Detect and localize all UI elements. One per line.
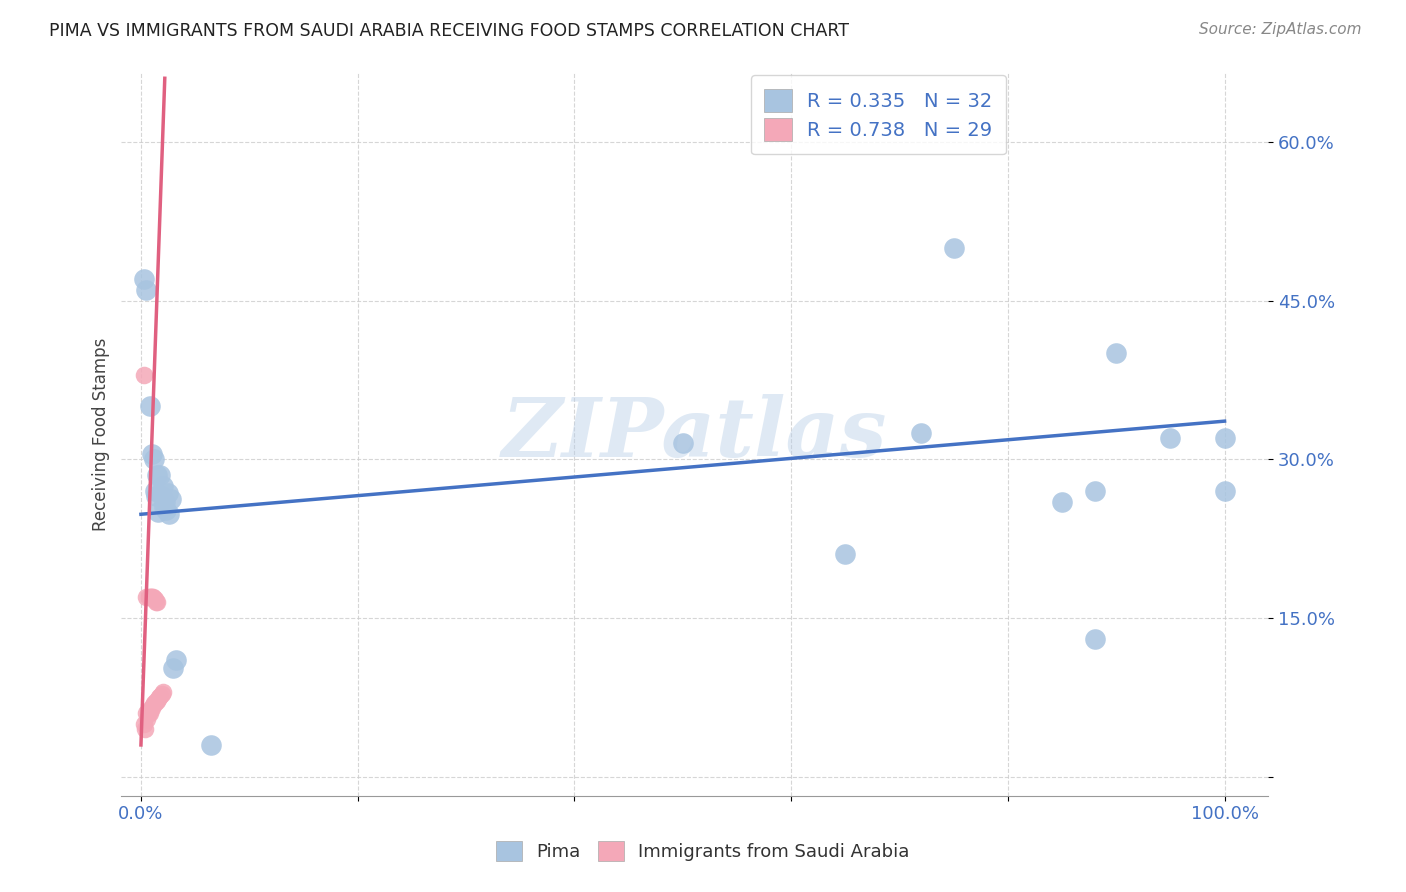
Point	[145, 693, 167, 707]
Point	[134, 368, 156, 382]
Point	[142, 590, 165, 604]
Legend: Pima, Immigrants from Saudi Arabia: Pima, Immigrants from Saudi Arabia	[484, 828, 922, 874]
Point	[165, 653, 187, 667]
Point	[834, 548, 856, 562]
Point	[141, 590, 163, 604]
Point	[139, 701, 162, 715]
Point	[150, 687, 173, 701]
Point	[1050, 494, 1073, 508]
Point	[152, 685, 174, 699]
Text: PIMA VS IMMIGRANTS FROM SAUDI ARABIA RECEIVING FOOD STAMPS CORRELATION CHART: PIMA VS IMMIGRANTS FROM SAUDI ARABIA REC…	[49, 22, 849, 40]
Point	[149, 468, 172, 483]
Point	[152, 478, 174, 492]
Point	[1083, 483, 1105, 498]
Point	[148, 692, 170, 706]
Point	[142, 591, 165, 606]
Point	[1083, 632, 1105, 647]
Point	[148, 690, 170, 705]
Point	[1213, 431, 1236, 445]
Point	[1213, 483, 1236, 498]
Point	[148, 505, 170, 519]
Point	[672, 436, 695, 450]
Point	[135, 590, 157, 604]
Point	[160, 492, 183, 507]
Point	[910, 425, 932, 440]
Point	[157, 486, 180, 500]
Point	[200, 738, 222, 752]
Point	[134, 722, 156, 736]
Point	[146, 693, 169, 707]
Point	[142, 452, 165, 467]
Point	[138, 706, 160, 721]
Point	[143, 591, 166, 606]
Point	[152, 500, 174, 514]
Text: Source: ZipAtlas.com: Source: ZipAtlas.com	[1198, 22, 1361, 37]
Point	[145, 595, 167, 609]
Point	[139, 590, 162, 604]
Point	[142, 698, 165, 712]
Point	[1159, 431, 1181, 445]
Point	[136, 712, 159, 726]
Point	[138, 706, 160, 721]
Point	[162, 661, 184, 675]
Point	[135, 706, 157, 721]
Point	[138, 400, 160, 414]
Point	[141, 447, 163, 461]
Point	[157, 508, 180, 522]
Point	[141, 701, 163, 715]
Y-axis label: Receiving Food Stamps: Receiving Food Stamps	[93, 338, 110, 531]
Legend: R = 0.335   N = 32, R = 0.738   N = 29: R = 0.335 N = 32, R = 0.738 N = 29	[751, 76, 1005, 154]
Point	[1105, 346, 1128, 360]
Point	[143, 483, 166, 498]
Point	[143, 696, 166, 710]
Point	[149, 690, 172, 704]
Point	[153, 494, 176, 508]
Point	[138, 590, 160, 604]
Point	[134, 272, 156, 286]
Point	[146, 468, 169, 483]
Point	[150, 489, 173, 503]
Point	[135, 283, 157, 297]
Point	[145, 489, 167, 503]
Point	[134, 716, 156, 731]
Point	[142, 696, 165, 710]
Point	[942, 241, 965, 255]
Point	[146, 595, 169, 609]
Text: ZIPatlas: ZIPatlas	[502, 394, 887, 475]
Point	[155, 503, 177, 517]
Point	[138, 590, 160, 604]
